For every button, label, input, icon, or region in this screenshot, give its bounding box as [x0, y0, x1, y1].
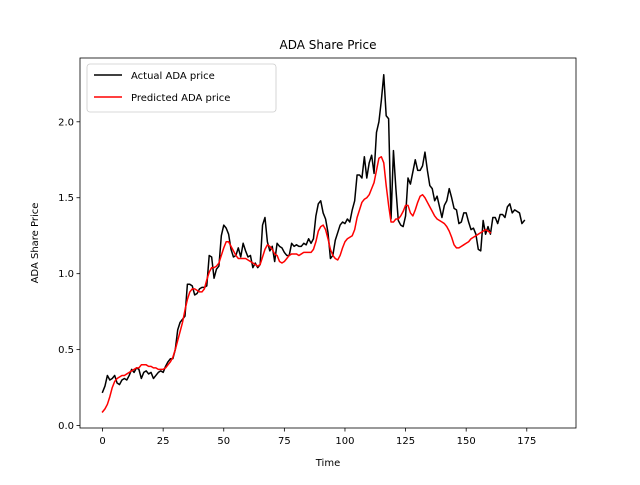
- legend-label-actual: Actual ADA price: [131, 71, 215, 82]
- x-tick-label: 0: [99, 436, 105, 447]
- y-axis-label: ADA Share Price: [30, 203, 41, 284]
- chart-title: ADA Share Price: [280, 38, 377, 52]
- x-tick-label: 125: [396, 436, 415, 447]
- legend: Actual ADA price Predicted ADA price: [86, 63, 277, 113]
- x-tick-label: 175: [517, 436, 536, 447]
- y-tick-label: 0.5: [58, 345, 74, 356]
- plot-area: [80, 58, 576, 428]
- x-tick-label: 75: [278, 436, 291, 447]
- y-tick-label: 2.0: [58, 117, 74, 128]
- legend-box: [86, 63, 277, 113]
- y-tick-label: 1.5: [58, 193, 74, 204]
- y-tick-label: 0.0: [58, 421, 74, 432]
- x-axis-ticks: 0 25 50 75 100 125 150 175: [99, 428, 536, 447]
- plot-frame: [79, 57, 577, 429]
- series-line-predicted: [101, 155, 492, 413]
- x-tick-label: 150: [457, 436, 476, 447]
- x-tick-label: 25: [157, 436, 170, 447]
- x-axis-label: Time: [315, 458, 340, 469]
- series-layer: [101, 73, 526, 413]
- x-tick-label: 100: [335, 436, 354, 447]
- y-tick-label: 1.0: [58, 269, 74, 280]
- y-axis-ticks: 0.0 0.5 1.0 1.5 2.0: [58, 117, 80, 432]
- legend-label-predicted: Predicted ADA price: [131, 93, 230, 104]
- x-tick-label: 50: [217, 436, 230, 447]
